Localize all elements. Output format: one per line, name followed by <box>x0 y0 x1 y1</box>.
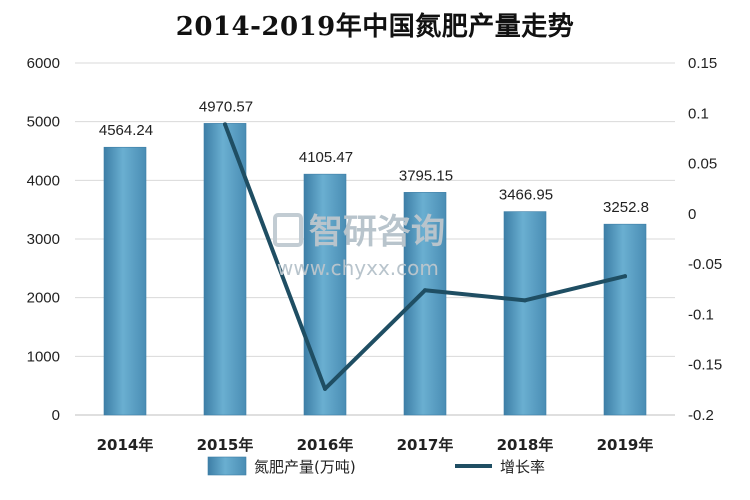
bar <box>203 123 247 416</box>
chart-title: 2014-2019年中国氮肥产量走势 <box>175 11 575 42</box>
y-left-tick-label: 5000 <box>27 114 60 131</box>
line-point <box>523 298 527 303</box>
bar-value-label: 4105.47 <box>299 149 353 166</box>
line-series <box>223 122 627 391</box>
bar-value-label: 3466.95 <box>499 187 553 204</box>
watermark-brand: 智研咨询 <box>309 212 445 252</box>
legend: 氮肥产量(万吨) 增长率 <box>207 456 545 476</box>
x-tick-label: 2014年 <box>97 436 154 454</box>
x-tick-label: 2016年 <box>297 436 354 454</box>
legend-bar-label: 氮肥产量(万吨) <box>254 458 356 476</box>
y-left-tick-label: 1000 <box>27 348 60 365</box>
line-point <box>223 122 227 127</box>
line-point <box>623 274 627 279</box>
watermark-url: www.chyxx.com <box>277 256 439 280</box>
x-tick-label: 2018年 <box>497 436 554 454</box>
y-right-tick-label: 0.15 <box>688 55 717 72</box>
y-right-tick-label: -0.05 <box>688 256 722 273</box>
line-point <box>423 288 427 293</box>
legend-line-label: 增长率 <box>500 458 545 476</box>
y-left-tick-label: 6000 <box>27 55 60 72</box>
y-left-tick-label: 2000 <box>27 290 60 307</box>
line-point <box>323 386 327 391</box>
legend-bar-swatch <box>207 456 247 476</box>
chart-title-box: 2014-2019年中国氮肥产量走势 <box>0 0 750 48</box>
y-axis-right: -0.2 -0.15 -0.1 -0.05 0 0.05 0.1 0.15 <box>688 55 722 424</box>
bar <box>503 211 547 416</box>
y-axis-left: 0 1000 2000 3000 4000 5000 6000 <box>27 55 60 424</box>
bar <box>603 223 647 416</box>
bar-value-label: 3795.15 <box>399 167 453 184</box>
y-left-tick-label: 3000 <box>27 231 60 248</box>
y-right-tick-label: 0 <box>688 206 696 223</box>
y-right-tick-label: 0.1 <box>688 105 709 122</box>
y-right-tick-label: -0.2 <box>688 407 714 424</box>
x-tick-label: 2017年 <box>397 436 454 454</box>
bar <box>303 173 347 416</box>
y-left-tick-label: 0 <box>52 407 60 424</box>
y-right-tick-label: -0.15 <box>688 357 722 374</box>
y-right-tick-label: -0.1 <box>688 306 714 323</box>
bar <box>103 146 147 416</box>
bar-value-label: 4564.24 <box>99 122 153 139</box>
bar-value-label: 4970.57 <box>199 98 253 115</box>
bar-value-label: 3252.8 <box>603 199 649 216</box>
x-tick-label: 2019年 <box>597 436 654 454</box>
y-left-tick-label: 4000 <box>27 172 60 189</box>
gridlines <box>75 62 675 416</box>
watermark: 智研咨询 www.chyxx.com <box>273 212 445 280</box>
watermark-logo-icon <box>273 213 303 247</box>
x-tick-label: 2015年 <box>197 436 254 454</box>
y-right-tick-label: 0.05 <box>688 156 717 173</box>
x-axis: 2014年 2015年 2016年 2017年 2018年 2019年 <box>97 436 654 454</box>
data-labels: 4564.24 4970.57 4105.47 3795.15 3466.95 3252.… <box>99 98 649 216</box>
